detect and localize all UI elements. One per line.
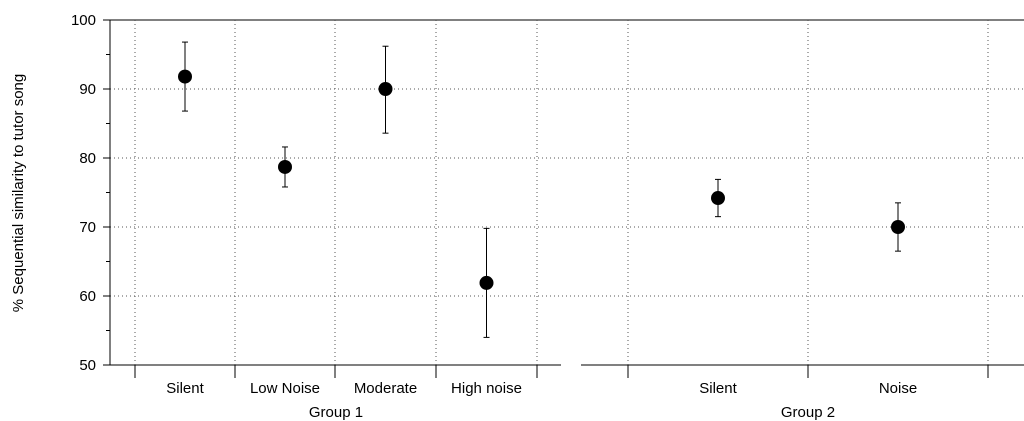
data-point [378,82,393,96]
data-point [278,159,292,174]
x-tick-label: Silent [166,380,204,397]
y-tick-label: 80 [79,150,96,167]
data-point [479,275,494,290]
x-tick-label: Moderate [354,380,417,397]
y-tick-label: 100 [71,12,96,29]
y-tick-label: 50 [79,357,96,374]
y-tick-label: 60 [79,288,96,305]
x-tick-label: Low Noise [250,380,320,397]
y-tick-label: 70 [79,219,96,236]
y-tick-label: 90 [79,81,96,98]
x-tick-label: Silent [699,380,737,397]
y-axis-title: % Sequential similarity to tutor song [10,74,27,312]
x-tick-label: Noise [879,380,917,397]
x-axis-title: Group 2 [781,404,835,421]
x-axis-title: Group 1 [309,404,363,421]
x-tick-label: High noise [451,380,522,397]
data-point [891,220,905,234]
data-point [178,69,192,84]
data-point [711,191,725,206]
